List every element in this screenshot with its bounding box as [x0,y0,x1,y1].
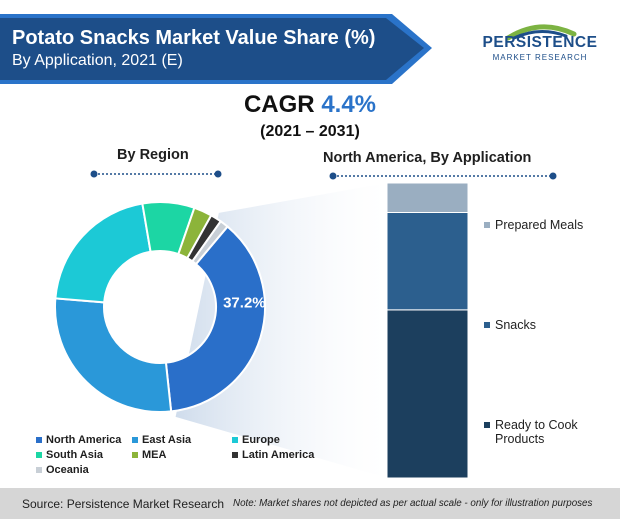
chart-canvas: 37.2% [54,170,557,479]
legend-swatch [36,452,42,458]
legend-swatch [232,437,238,443]
footer-source: Source: Persistence Market Research [22,497,225,511]
legend-swatch [36,437,42,443]
donut-slice-east-asia [54,297,173,413]
application-section-title: North America, By Application [323,150,532,166]
region-title-rule-dot-right [214,170,222,178]
stack-label-swatch [484,322,490,328]
legend-label: Europe [242,434,280,446]
title-banner [0,14,432,84]
cagr-label: CAGR [243,91,315,118]
legend-item-mea: MEA [132,449,166,461]
donut-slice-oceania [190,219,229,266]
logo-name: PERSISTENCE [482,34,598,51]
legend-item-latin-america: Latin America [232,449,314,461]
legend-label: Oceania [46,464,89,476]
footer-note: Note: Market shares not depicted as per … [233,498,593,509]
legend-item-north-america: North America [36,434,121,446]
legend-swatch [36,467,42,473]
cagr-value: 4.4% [321,91,377,118]
stack-label-swatch [484,222,490,228]
legend-label: North America [46,434,122,446]
legend-item-south-asia: South Asia [36,449,103,461]
legend-label: East Asia [142,434,192,446]
legend-swatch [232,452,238,458]
legend-label: MEA [142,449,167,461]
stack-segment-snacks [386,212,469,311]
application-title-rule-dot-right [549,172,557,180]
title-banner-shape [0,14,432,84]
legend-swatch [132,437,138,443]
stack-label-snacks: Snacks [484,318,536,332]
stack-label-prepared-meals: Prepared Meals [484,218,583,232]
logo-tagline: MARKET RESEARCH [492,53,588,62]
chart-title: Potato Snacks Market Value Share (%) [12,27,376,49]
persistence-logo-icon [505,24,577,41]
stack-segment-ready-to-cook-products [386,309,469,479]
legend-label: South Asia [46,449,104,461]
region-section-title: By Region [117,147,189,163]
legend-item-europe: Europe [232,434,280,446]
footer-bar: Source: Persistence Market Research Note… [0,488,620,519]
stack-segment-prepared-meals [386,182,469,213]
donut-slice-north-america [164,225,266,413]
chart-subtitle: By Application, 2021 (E) [12,52,183,69]
cagr-period: (2021 – 2031) [260,123,360,140]
legend-swatch [132,452,138,458]
donut-slice-europe [54,202,152,304]
stack-label-text: Snacks [495,318,536,332]
legend-label: Latin America [242,449,315,461]
region-title-rule-dot-left [90,170,98,178]
stack-label-swatch [484,422,490,428]
application-title-rule-dot-left [329,172,337,180]
stack-label-text: Prepared Meals [495,218,584,232]
legend-item-oceania: Oceania [36,464,89,476]
legend-item-east-asia: East Asia [132,434,191,446]
stack-label-text: Ready to Cook Products [495,418,578,446]
stack-label-ready-to-cook-products: Ready to Cook Products [484,418,578,446]
donut-data-label: 37.2% [223,295,266,312]
cagr-headline: CAGR 4.4% [0,91,620,119]
